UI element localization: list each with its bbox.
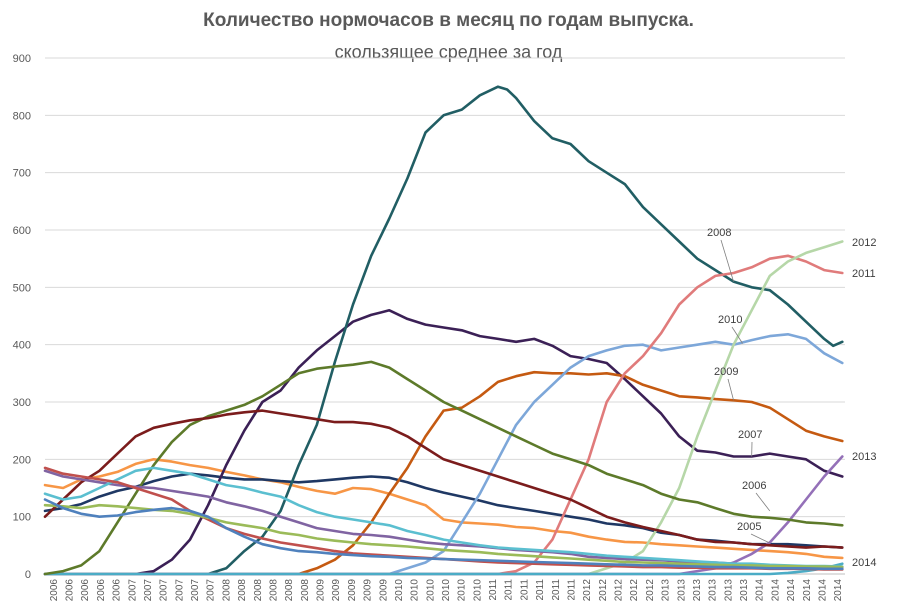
x-tick-label: 2010 [457, 579, 468, 602]
x-tick-label: 2006 [96, 579, 107, 602]
x-tick-label: 2010 [472, 579, 483, 602]
x-tick-label: 2008 [284, 579, 295, 602]
x-tick-label: 2013 [723, 579, 734, 602]
series-label-2009: 2009 [714, 366, 738, 378]
series-label-2014: 2014 [852, 557, 876, 569]
x-tick-label: 2013 [692, 579, 703, 602]
y-tick-label: 0 [25, 569, 31, 581]
x-tick-label: 2010 [425, 579, 436, 602]
x-tick-label: 2014 [833, 579, 844, 602]
series-label-2012: 2012 [852, 237, 876, 249]
x-tick-label: 2011 [566, 579, 577, 601]
y-tick-label: 700 [13, 168, 31, 180]
x-tick-label: 2008 [268, 579, 279, 602]
series-line-2007 [43, 309, 844, 576]
series-label-2007: 2007 [738, 429, 762, 441]
x-tick-label: 2010 [394, 579, 405, 602]
x-tick-label: 2006 [49, 579, 60, 602]
x-tick-label: 2013 [739, 579, 750, 602]
series-line-Светло-зеленый [43, 503, 844, 569]
x-tick-label: 2006 [80, 579, 91, 602]
y-tick-label: 200 [13, 454, 31, 466]
x-tick-label: 2008 [221, 579, 232, 602]
x-tick-label: 2012 [645, 579, 656, 602]
x-tick-label: 2011 [551, 579, 562, 601]
y-tick-label: 900 [13, 53, 31, 65]
leader-line-2005 [750, 533, 770, 544]
x-tick-label: 2014 [802, 579, 813, 602]
x-tick-label: 2006 [65, 579, 76, 602]
series-line-Бирюзовый [43, 466, 844, 568]
x-tick-label: 2013 [661, 579, 672, 602]
series-label-2013: 2013 [852, 451, 876, 463]
series-line-2008 [43, 85, 844, 576]
y-tick-label: 300 [13, 397, 31, 409]
x-tick-label: 2012 [629, 579, 640, 602]
y-tick-label: 100 [13, 512, 31, 524]
x-tick-label: 2008 [300, 579, 311, 602]
x-tick-label: 2007 [174, 579, 185, 602]
x-tick-label: 2009 [316, 579, 327, 602]
x-tick-label: 2009 [363, 579, 374, 602]
x-tick-label: 2011 [504, 579, 515, 601]
leader-line-2009 [727, 378, 734, 401]
leader-line-2008 [720, 239, 734, 282]
x-tick-label: 2010 [410, 579, 421, 602]
x-tick-label: 2009 [347, 579, 358, 602]
x-tick-label: 2011 [488, 579, 499, 601]
x-tick-label: 2012 [598, 579, 609, 602]
leader-line-2010 [731, 326, 743, 344]
series-line-Бордовый [43, 409, 844, 549]
x-tick-label: 2012 [614, 579, 625, 602]
x-tick-label: 2008 [253, 579, 264, 602]
y-tick-label: 800 [13, 110, 31, 122]
x-tick-label: 2014 [817, 579, 828, 602]
y-tick-label: 400 [13, 340, 31, 352]
series-line-2005 [43, 458, 844, 560]
x-tick-label: 2006 [112, 579, 123, 602]
y-tick-label: 600 [13, 225, 31, 237]
x-tick-label: 2014 [755, 579, 766, 602]
x-tick-label: 2007 [190, 579, 201, 602]
x-tick-label: 2008 [237, 579, 248, 602]
series-line-2013 [43, 455, 844, 576]
chart-subtitle: скользящее среднее за год [334, 42, 563, 62]
x-tick-label: 2011 [535, 579, 546, 601]
series-line-Синий [43, 498, 844, 571]
x-tick-label: 2009 [378, 579, 389, 602]
series-line-Зеленый [43, 360, 844, 576]
x-tick-label: 2007 [127, 579, 138, 602]
x-tick-label: 2007 [159, 579, 170, 602]
x-tick-label: 2007 [143, 579, 154, 602]
series-line-2012 [43, 240, 844, 576]
series-line-2009 [43, 370, 844, 576]
series-line-2011 [43, 254, 844, 576]
x-tick-label: 2009 [331, 579, 342, 602]
x-tick-label: 2014 [786, 579, 797, 602]
leader-line-2006 [755, 492, 771, 512]
x-tick-label: 2014 [770, 579, 781, 602]
x-tick-label: 2012 [582, 579, 593, 602]
series-label-2006: 2006 [742, 480, 766, 492]
series-label-2008: 2008 [707, 227, 731, 239]
y-tick-label: 500 [13, 282, 31, 294]
series-label-2011: 2011 [852, 268, 876, 280]
x-tick-label: 2007 [206, 579, 217, 602]
series-label-2010: 2010 [718, 314, 742, 326]
series-label-2005: 2005 [737, 521, 761, 533]
x-tick-label: 2010 [441, 579, 452, 602]
x-tick-label: 2013 [708, 579, 719, 602]
x-tick-label: 2013 [676, 579, 687, 602]
x-tick-label: 2011 [519, 579, 530, 601]
chart-title: Количество нормочасов в месяц по годам в… [203, 10, 694, 31]
